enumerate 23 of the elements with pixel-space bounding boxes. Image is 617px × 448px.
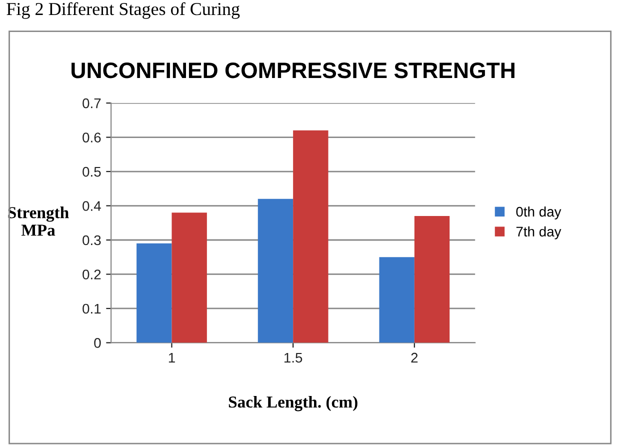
y-tick-label: 0.2	[82, 270, 101, 280]
y-tick-label: 0	[94, 338, 101, 348]
bar	[293, 130, 328, 343]
y-tick-label: 0.3	[82, 235, 101, 246]
legend-label: 0th day	[516, 206, 562, 220]
bar	[136, 243, 172, 343]
x-tick-label: 1	[168, 352, 175, 363]
legend-label: 7th day	[516, 226, 562, 240]
bar	[379, 257, 414, 343]
bar	[258, 198, 294, 343]
x-axis-title: Sack Length. (cm)	[228, 396, 358, 412]
bar	[414, 216, 450, 343]
caption: Fig 2 Different Stages of Curing	[6, 2, 240, 19]
y-tick-label: 0.7	[82, 98, 101, 108]
chart-title: UNCONFINED COMPRESSIVE STRENGTH	[72, 62, 514, 78]
y-tick-label: 0.1	[82, 304, 101, 314]
y-tick-label: 0.4	[82, 201, 101, 211]
bar	[172, 212, 207, 343]
x-tick-label: 1.5	[284, 352, 302, 363]
y-tick-label: 0.6	[82, 132, 101, 142]
y-axis-title: Strength MPa	[8, 206, 69, 236]
y-tick-label: 0.5	[82, 166, 101, 177]
x-tick-label: 2	[411, 352, 418, 363]
